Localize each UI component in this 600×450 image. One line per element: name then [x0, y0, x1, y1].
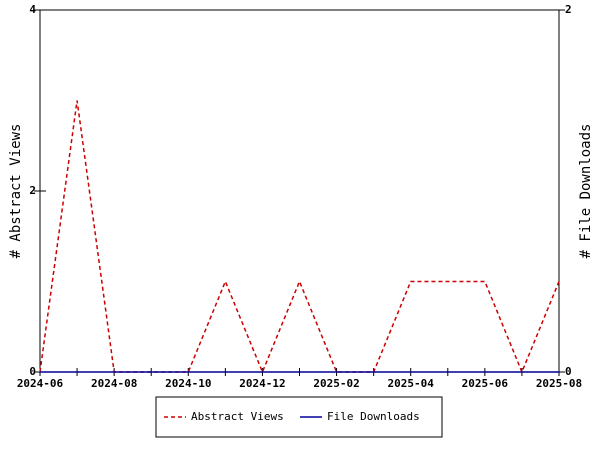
x-tick-label: 2025-04	[388, 377, 435, 390]
y-axis-label: # Abstract Views	[8, 124, 24, 259]
y-tick-label: 0	[29, 365, 36, 378]
x-tick-label: 2024-06	[17, 377, 64, 390]
y2-tick-label: 2	[565, 3, 572, 16]
x-tick-label: 2024-12	[239, 377, 285, 390]
y-tick-label: 2	[29, 184, 36, 197]
y2-tick-label: 0	[565, 365, 572, 378]
legend-label: Abstract Views	[191, 410, 284, 423]
x-tick-label: 2025-02	[313, 377, 359, 390]
x-tick-label: 2025-08	[536, 377, 582, 390]
y-tick-label: 4	[29, 3, 36, 16]
x-tick-label: 2025-06	[462, 377, 509, 390]
x-tick-label: 2024-08	[91, 377, 137, 390]
legend-label: File Downloads	[327, 410, 420, 423]
plot-frame	[39, 9, 560, 373]
x-tick-label: 2024-10	[165, 377, 211, 390]
y2-axis-label: # File Downloads	[578, 124, 594, 259]
series-line	[39, 100, 560, 374]
legend-box	[155, 396, 443, 438]
